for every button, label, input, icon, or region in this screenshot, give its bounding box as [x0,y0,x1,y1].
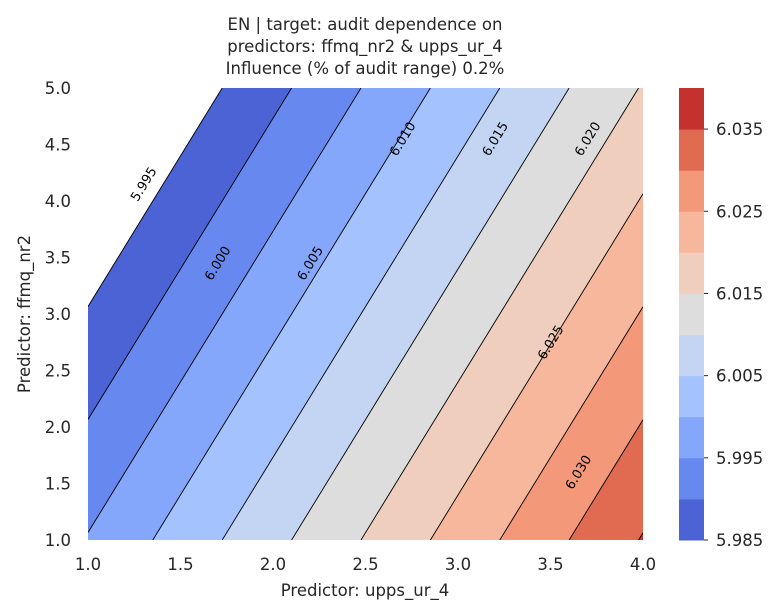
x-tick-label: 2.5 [352,555,378,574]
colorbar-tick-label: 5.985 [716,531,763,550]
y-tick-label: 5.0 [45,79,71,98]
colorbar-tick-label: 5.995 [716,449,763,468]
y-tick-label: 4.0 [45,192,71,211]
x-tick-label: 1.5 [167,555,193,574]
colorbar-segment [679,334,704,377]
contour-band [88,88,431,540]
y-tick-label: 1.5 [45,475,71,494]
colorbar-segment [679,129,704,171]
x-axis-label: Predictor: upps_ur_4 [281,581,449,601]
contour-line [568,419,643,540]
colorbar-segment [679,252,704,294]
colorbar-segment [679,170,704,212]
colorbar-ticks: 5.985 5.995 6.005 6.015 6.025 6.035 [704,120,763,550]
x-tick-label: 1.0 [75,555,101,574]
contour-line [88,88,292,420]
contour-line [360,88,639,540]
contour-bands [88,88,643,540]
y-axis-label: Predictor: ffmq_nr2 [15,235,35,393]
contour-line [638,532,643,540]
chart-title-line-2: predictors: ffmq_nr2 & upps_ur_4 [227,37,502,57]
contour-line [88,88,362,533]
y-tick-label: 2.5 [45,362,71,381]
colorbar-segment [679,293,704,336]
contour-line [221,88,501,540]
colorbar-segment [679,375,704,418]
contour-line [152,88,431,540]
colorbar-segment [679,457,704,500]
y-tick-label: 1.0 [45,531,71,550]
y-tick-label: 3.0 [45,305,71,324]
x-axis-ticks: 1.0 1.5 2.0 2.5 3.0 3.5 4.0 [75,555,656,574]
y-tick-label: 3.5 [45,249,71,268]
colorbar [679,88,704,541]
colorbar-segment [679,416,704,459]
colorbar-segment [679,211,704,253]
y-axis-ticks: 1.0 1.5 2.0 2.5 3.0 3.5 4.0 4.5 5.0 [45,79,71,550]
contour-line [291,88,570,540]
contour-line [88,88,223,307]
colorbar-segment [679,498,704,541]
x-tick-label: 2.0 [260,555,286,574]
x-tick-label: 4.0 [630,555,656,574]
y-tick-label: 4.5 [45,136,71,155]
contour-line [499,306,643,540]
contour-line [429,193,643,540]
colorbar-tick-label: 6.025 [716,202,763,221]
y-tick-label: 2.0 [45,418,71,437]
chart-title-line-3: Influence (% of audit range) 0.2% [226,59,505,78]
colorbar-segment [679,88,704,130]
contour-lines [88,88,643,540]
x-tick-label: 3.0 [445,555,471,574]
colorbar-tick-label: 6.005 [716,367,763,386]
chart-title-line-1: EN | target: audit dependence on [228,15,503,34]
colorbar-tick-label: 6.015 [716,284,763,303]
colorbar-tick-label: 6.035 [716,120,763,139]
x-tick-label: 3.5 [537,555,563,574]
